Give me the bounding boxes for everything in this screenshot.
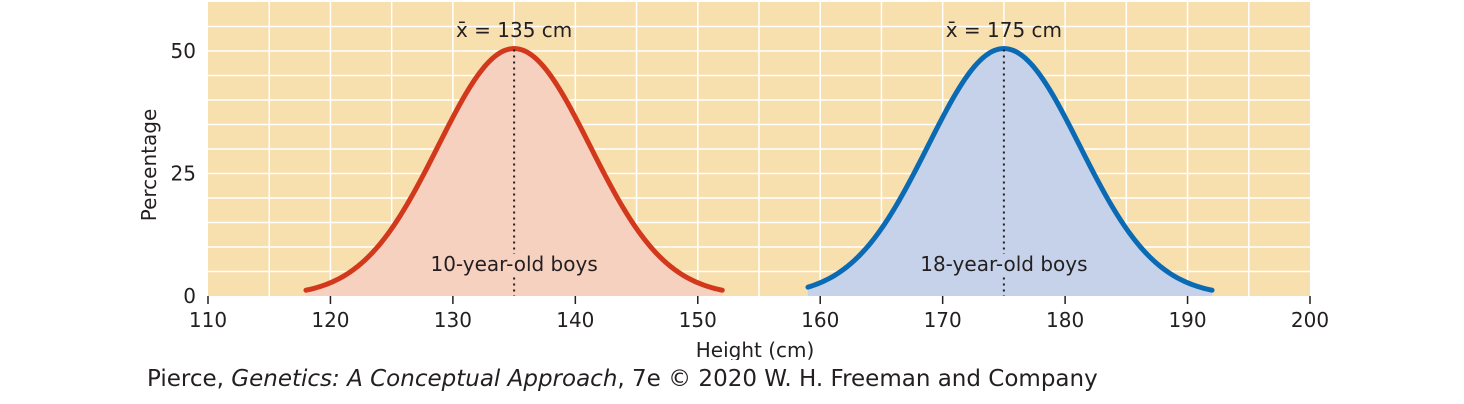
series-label: 10-year-old boys [430,252,597,276]
credit-publisher: , 7e © 2020 W. H. Freeman and Company [617,366,1098,392]
credit-author: Pierce, [147,366,232,392]
x-tick-label: 110 [189,308,227,332]
y-tick-label: 0 [183,284,196,308]
x-tick-label: 170 [924,308,962,332]
area-ten-year-old [305,48,723,296]
x-tick-label: 130 [434,308,472,332]
credit-book-title: Genetics: A Conceptual Approach [231,366,618,392]
mean-label: x̄ = 175 cm [946,18,1062,42]
x-tick-label: 160 [801,308,839,332]
series-label: 18-year-old boys [920,252,1087,276]
y-axis-title: Percentage [137,109,161,222]
mean-label: x̄ = 135 cm [456,18,572,42]
x-tick-label: 120 [311,308,349,332]
x-tick-label: 180 [1046,308,1084,332]
y-tick-label: 25 [171,162,196,186]
y-tick-label: 50 [171,39,196,63]
annotations: 10-year-old boys x̄ = 135 cm 18-year-old b… [430,18,1088,276]
x-tick-label: 200 [1291,308,1329,332]
chart: 10-year-old boys x̄ = 135 cm 18-year-old b… [137,2,1329,360]
x-tick-label: 190 [1168,308,1206,332]
curve-ten-year-old [303,46,725,293]
x-axis-ticks: 110 120 130 140 150 160 170 180 190 200 [189,296,1329,332]
label-background [997,254,1010,276]
y-axis-ticks: 0 25 50 [171,39,196,308]
x-tick-label: 150 [679,308,717,332]
x-axis-title: Height (cm) [696,338,815,360]
distribution-areas [305,48,1213,296]
label-background [508,254,521,276]
curve-eighteen-year-old [805,46,1215,293]
distribution-curves [303,46,1215,293]
x-tick-label: 140 [556,308,594,332]
area-eighteen-year-old [807,48,1213,296]
source-credit: Pierce, Genetics: A Conceptual Approach,… [147,366,1098,392]
